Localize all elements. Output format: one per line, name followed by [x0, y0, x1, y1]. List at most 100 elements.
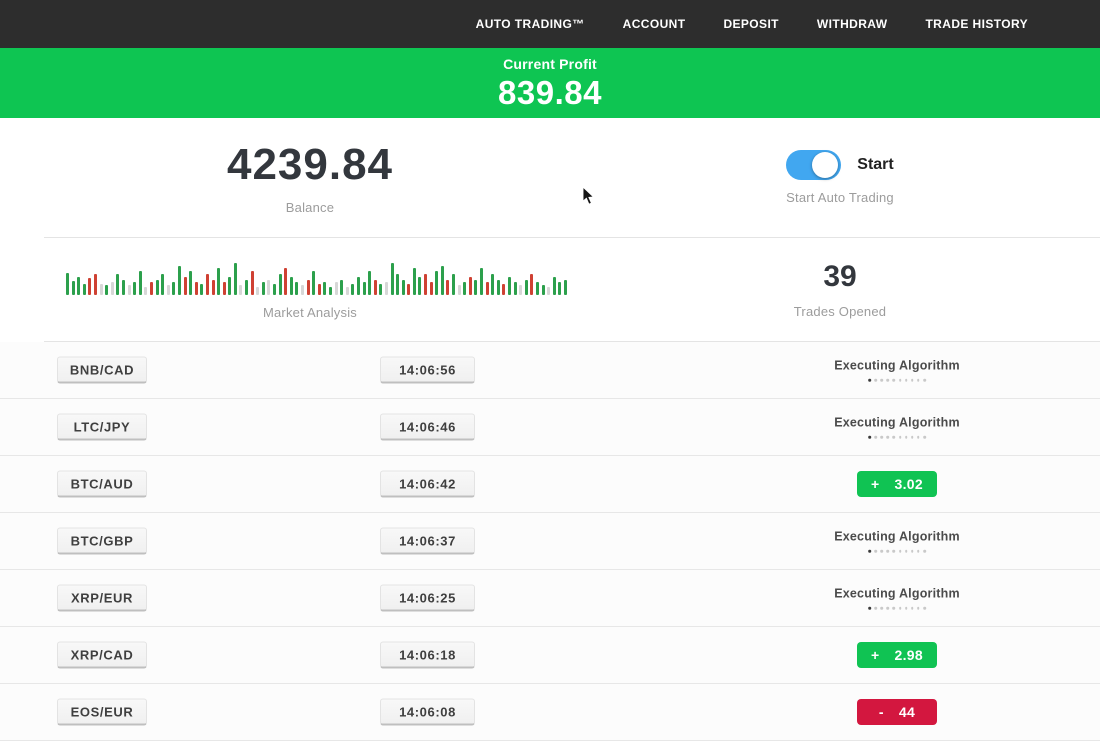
candle-bar [457, 285, 461, 295]
candle-bar [435, 271, 439, 295]
toggle-knob[interactable] [812, 152, 839, 178]
candle-bar [552, 277, 556, 295]
progress-dot [917, 435, 920, 439]
progress-dots [834, 606, 960, 610]
trades-opened-value: 39 [823, 260, 857, 293]
candle-bar [530, 274, 534, 295]
top-nav: AUTO TRADING™ ACCOUNT DEPOSIT WITHDRAW TRADE… [0, 0, 1100, 48]
candle-bar [351, 284, 355, 295]
candle-bar [228, 277, 232, 295]
trade-time-chip[interactable]: 14:06:08 [380, 698, 475, 726]
candle-bar [233, 263, 237, 295]
pair-chip[interactable]: BTC/AUD [57, 470, 147, 498]
trade-status: Executing Algorithm [834, 587, 960, 610]
market-analysis-chart [66, 259, 567, 295]
candle-bar [66, 273, 70, 295]
candle-bar [368, 271, 372, 295]
candle-bar [172, 282, 176, 295]
candle-bar [177, 266, 181, 295]
candle-bar [362, 282, 366, 295]
candle-bar [513, 282, 517, 295]
progress-dot [917, 378, 920, 382]
candle-bar [88, 278, 92, 295]
auto-trading-toggle[interactable] [786, 150, 842, 180]
progress-dot [904, 378, 908, 382]
progress-dot [898, 378, 902, 382]
progress-dot [874, 606, 877, 610]
candle-bar [161, 274, 165, 295]
executing-algorithm-label: Executing Algorithm [834, 358, 960, 373]
balance-toggle-row: 4239.84 Balance Start Start Auto Trading [0, 118, 1100, 237]
result-sign: - [878, 704, 884, 720]
candle-bar [373, 280, 377, 295]
pair-chip[interactable]: XRP/CAD [57, 641, 147, 669]
trade-status: +3.02 [857, 471, 937, 497]
candle-bar [133, 282, 137, 295]
candle-bar [261, 282, 265, 295]
pair-chip[interactable]: LTC/JPY [57, 413, 147, 441]
candle-bar [317, 284, 321, 295]
trade-row: BTC/AUD 14:06:42 +3.02 [0, 456, 1100, 513]
candle-bar [384, 282, 388, 295]
trade-time-chip[interactable]: 14:06:46 [380, 413, 475, 441]
progress-dot [892, 435, 896, 439]
balance-label: Balance [285, 200, 335, 215]
trade-time-chip[interactable]: 14:06:37 [380, 527, 475, 555]
candle-bar [105, 285, 109, 295]
candle-bar [345, 287, 349, 295]
candle-bar [407, 284, 411, 295]
candle-bar [273, 284, 277, 295]
candle-bar [412, 268, 416, 295]
candle-bar [116, 274, 120, 295]
candle-bar [194, 282, 198, 295]
candle-bar [306, 280, 310, 295]
trade-row: XRP/CAD 14:06:18 +2.98 [0, 627, 1100, 684]
nav-item-withdraw[interactable]: WITHDRAW [816, 17, 888, 31]
nav-item-trade-history[interactable]: TRADE HISTORY [925, 17, 1028, 31]
trade-time-chip[interactable]: 14:06:18 [380, 641, 475, 669]
candle-bar [390, 263, 394, 295]
progress-dot [886, 606, 890, 610]
candle-bar [519, 285, 523, 295]
progress-dot [880, 435, 884, 439]
candle-bar [440, 266, 444, 295]
candle-bar [379, 284, 383, 295]
progress-dot [874, 549, 877, 553]
candle-bar [222, 282, 226, 295]
pair-chip[interactable]: BTC/GBP [57, 527, 147, 555]
candle-bar [295, 282, 299, 295]
progress-dot [880, 378, 884, 382]
progress-dot [910, 549, 914, 553]
candle-bar [468, 277, 472, 295]
nav-items: AUTO TRADING™ ACCOUNT DEPOSIT WITHDRAW TRADE… [438, 17, 1028, 31]
progress-dot [910, 378, 914, 382]
progress-dot [923, 606, 926, 610]
pair-chip[interactable]: BNB/CAD [57, 356, 147, 384]
trade-row: XRP/EUR 14:06:25 Executing Algorithm [0, 570, 1100, 627]
candle-bar [312, 271, 316, 295]
candle-bar [138, 271, 142, 295]
profit-badge: +3.02 [857, 471, 937, 497]
candle-bar [463, 282, 467, 295]
candle-bar [446, 280, 450, 295]
executing-algorithm-label: Executing Algorithm [834, 415, 960, 430]
progress-dot [868, 606, 871, 610]
progress-dot [892, 378, 896, 382]
candle-bar [301, 285, 305, 295]
trade-time-chip[interactable]: 14:06:56 [380, 356, 475, 384]
trade-time-chip[interactable]: 14:06:25 [380, 584, 475, 612]
trade-status: Executing Algorithm [834, 416, 960, 439]
candle-bar [547, 287, 551, 295]
profit-label: Current Profit [503, 56, 597, 72]
pair-chip[interactable]: EOS/EUR [57, 698, 147, 726]
executing-algorithm-label: Executing Algorithm [834, 586, 960, 601]
pair-chip[interactable]: XRP/EUR [57, 584, 147, 612]
nav-item-deposit[interactable]: DEPOSIT [723, 17, 779, 31]
trades-list: BNB/CAD 14:06:56 Executing Algorithm LTC/JP… [0, 342, 1100, 741]
trade-time-chip[interactable]: 14:06:42 [380, 470, 475, 498]
candle-bar [94, 274, 98, 295]
nav-item-auto-trading[interactable]: AUTO TRADING™ [475, 17, 585, 31]
candle-bar [127, 285, 131, 295]
nav-item-account[interactable]: ACCOUNT [622, 17, 686, 31]
progress-dots [834, 549, 960, 553]
